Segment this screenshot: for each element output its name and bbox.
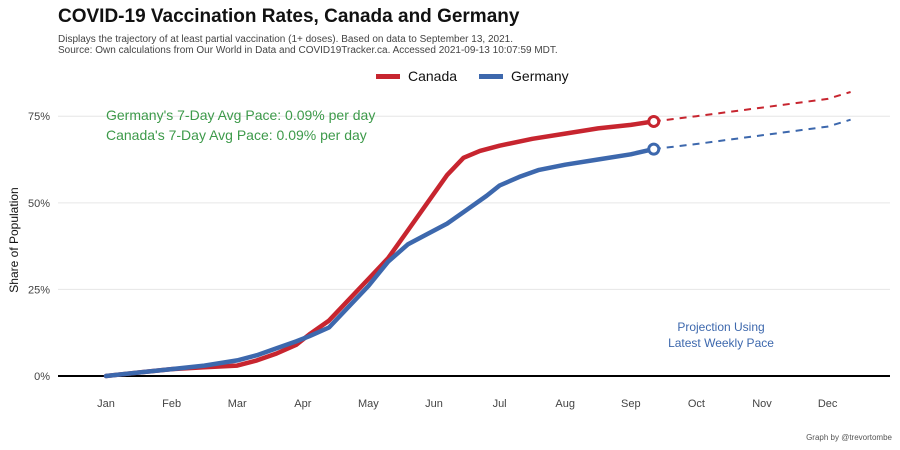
x-tick-label: Sep xyxy=(621,398,641,410)
annotation-germany-pace: Germany's 7-Day Avg Pace: 0.09% per day xyxy=(106,107,375,123)
x-tick-label: May xyxy=(358,398,379,410)
series-line-germany xyxy=(103,146,657,379)
legend-item-germany: Germany xyxy=(479,68,569,84)
x-tick-label: Dec xyxy=(818,398,838,410)
endpoint-marker-canada xyxy=(647,114,661,128)
projection-label-line-2: Latest Weekly Pace xyxy=(668,336,774,350)
legend-item-canada: Canada xyxy=(376,68,457,84)
x-tick-label: Oct xyxy=(688,398,705,410)
x-tick-label: Mar xyxy=(228,398,247,410)
legend-swatch-canada xyxy=(376,73,400,79)
x-tick-label: Jul xyxy=(493,398,507,410)
legend-label-germany: Germany xyxy=(511,68,569,84)
series-line-canada xyxy=(103,119,657,379)
endpoint-marker-germany xyxy=(647,142,661,156)
y-tick-label: 50% xyxy=(28,198,50,210)
annotation-canada-pace: Canada's 7-Day Avg Pace: 0.09% per day xyxy=(106,127,367,143)
chart-title: COVID-19 Vaccination Rates, Canada and G… xyxy=(58,6,520,27)
y-tick-label: 0% xyxy=(34,371,50,383)
x-tick-label: Feb xyxy=(162,398,181,410)
subtitle-line-2: Source: Own calculations from Our World … xyxy=(58,45,558,56)
y-tick-label: 75% xyxy=(28,111,50,123)
y-tick-label: 25% xyxy=(28,284,50,296)
projection-line-canada xyxy=(653,91,851,123)
chart-subtitle: Displays the trajectory of at least part… xyxy=(58,34,558,56)
series-layer xyxy=(103,91,851,379)
y-axis-label: Share of Population xyxy=(7,187,21,292)
annotation-layer: Germany's 7-Day Avg Pace: 0.09% per day … xyxy=(106,107,774,350)
x-tick-label: Nov xyxy=(752,398,772,410)
axis-layer: 0% 25% 50% 75% Jan Feb Mar Apr May Jun Jul Aug Sep Oc… xyxy=(28,111,890,410)
x-tick-label: Aug xyxy=(555,398,575,410)
projection-label-line-1: Projection Using xyxy=(677,320,764,334)
chart-legend: Canada Germany xyxy=(376,68,591,84)
x-tick-label: Jan xyxy=(97,398,115,410)
legend-label-canada: Canada xyxy=(408,68,458,84)
chart-caption: Graph by @trevortombe xyxy=(806,433,892,442)
x-tick-label: Apr xyxy=(294,398,311,410)
x-tick-label: Jun xyxy=(425,398,443,410)
projection-line-germany xyxy=(653,118,851,151)
subtitle-line-1: Displays the trajectory of at least part… xyxy=(58,34,513,45)
legend-swatch-germany xyxy=(479,73,504,79)
